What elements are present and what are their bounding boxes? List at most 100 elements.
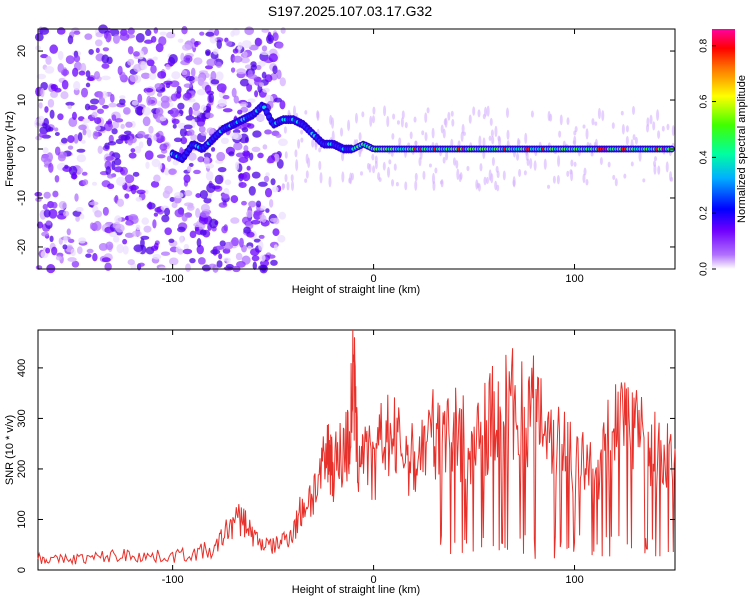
heatmap-cell	[372, 165, 376, 174]
heatmap-cell	[76, 246, 83, 255]
heatmap-cell	[248, 44, 259, 51]
heatmap-cell	[135, 196, 143, 202]
heatmap-cell	[188, 162, 194, 167]
heatmap-cell	[56, 27, 66, 35]
heatmap-cell	[119, 98, 126, 106]
heatmap-cell	[125, 121, 133, 128]
heatmap-cell	[559, 114, 563, 126]
heatmap-cell	[40, 154, 48, 163]
heatmap-cell	[277, 235, 286, 243]
heatmap-cell	[557, 155, 561, 167]
heatmap-cell	[572, 140, 576, 145]
heatmap-cell	[241, 127, 249, 133]
heatmap-cell	[44, 106, 49, 113]
heatmap-cell	[241, 200, 247, 206]
heatmap-cell	[171, 201, 178, 209]
heatmap-cell	[86, 76, 95, 82]
heatmap-cell	[108, 134, 114, 144]
heatmap-cell	[361, 111, 365, 118]
heatmap-cell	[73, 80, 81, 91]
heatmap-cell	[105, 120, 113, 125]
heatmap-cell	[220, 86, 226, 94]
heatmap-cell	[156, 154, 166, 159]
heatmap-cell	[142, 116, 151, 127]
heatmap-cell	[183, 55, 193, 63]
heatmap-cell	[144, 189, 149, 195]
heatmap-cell	[525, 151, 529, 161]
heatmap-cell	[112, 34, 120, 44]
heatmap-cell	[217, 167, 227, 173]
heatmap-cell	[101, 63, 110, 69]
heatmap-cell	[369, 115, 373, 127]
y-tick-label: -20	[16, 239, 28, 255]
heatmap-cell	[190, 38, 196, 44]
heatmap-cell	[205, 49, 211, 56]
x-tick-label: 0	[371, 273, 377, 285]
heatmap-cell	[638, 150, 642, 162]
heatmap-cell	[215, 71, 224, 81]
colorbar-tick-label: 0.2	[699, 206, 710, 220]
heatmap-cell	[279, 77, 286, 87]
heatmap-cell	[131, 100, 139, 106]
heatmap-cell	[382, 161, 386, 171]
y-tick-label: -10	[16, 190, 28, 206]
heatmap-cell	[524, 132, 528, 144]
heatmap-cell	[189, 230, 197, 239]
heatmap-cell	[625, 135, 629, 146]
heatmap-cell	[291, 180, 295, 192]
heatmap-cell	[176, 85, 182, 95]
heatmap-cell	[183, 202, 194, 207]
heatmap-cell	[192, 109, 201, 116]
heatmap-cell	[153, 242, 159, 250]
heatmap-cell	[234, 161, 240, 171]
y-tick-label: 100	[16, 510, 28, 528]
heatmap-cell	[184, 190, 193, 197]
heatmap-cell	[82, 118, 91, 124]
heatmap-cell	[252, 261, 257, 270]
heatmap-cell	[95, 125, 101, 131]
heatmap-cell	[101, 257, 111, 263]
heatmap-cell	[60, 137, 68, 144]
heatmap-cell	[111, 128, 118, 135]
heatmap-cell	[57, 113, 64, 121]
heatmap-cell	[630, 161, 634, 167]
heatmap-cell	[506, 129, 510, 140]
heatmap-cell	[71, 260, 80, 268]
heatmap-cell	[91, 111, 98, 118]
figure-title: S197.2025.107.03.17.G32	[268, 3, 432, 19]
heatmap-cell	[169, 196, 175, 203]
heatmap-cell	[54, 127, 59, 132]
heatmap-cell	[374, 160, 378, 170]
heatmap-cell	[130, 148, 136, 153]
heatmap-cell	[48, 208, 58, 219]
heatmap-cell	[197, 257, 206, 265]
heatmap-cell	[187, 152, 197, 161]
heatmap-cell	[62, 244, 68, 250]
heatmap-cell	[233, 142, 243, 151]
heatmap-cell	[130, 184, 137, 195]
heatmap-cell	[304, 178, 308, 183]
heatmap-cell	[196, 244, 204, 255]
heatmap-cell	[451, 118, 455, 127]
heatmap-cell	[642, 178, 646, 183]
heatmap-cell	[395, 182, 399, 187]
heatmap-cell	[265, 172, 270, 177]
heatmap-cell	[47, 98, 55, 108]
heatmap-cell	[233, 95, 239, 104]
heatmap-cell	[431, 127, 435, 139]
heatmap-cell	[264, 74, 273, 83]
heatmap-cell	[601, 110, 605, 122]
heatmap-cell	[543, 158, 547, 170]
heatmap-cell	[132, 171, 140, 177]
heatmap-cell	[81, 139, 86, 144]
heatmap-cell	[144, 150, 154, 160]
heatmap-cell	[242, 150, 250, 157]
heatmap-cell	[140, 61, 148, 71]
heatmap-cell	[247, 245, 252, 250]
heatmap-cell	[54, 175, 60, 183]
heatmap-cell	[112, 222, 121, 229]
heatmap-cell	[251, 146, 261, 153]
heatmap-cell	[116, 243, 124, 254]
colorbar: 0.0 0.2 0.4 0.6 0.8 Normalized spectral ampl…	[699, 29, 748, 276]
